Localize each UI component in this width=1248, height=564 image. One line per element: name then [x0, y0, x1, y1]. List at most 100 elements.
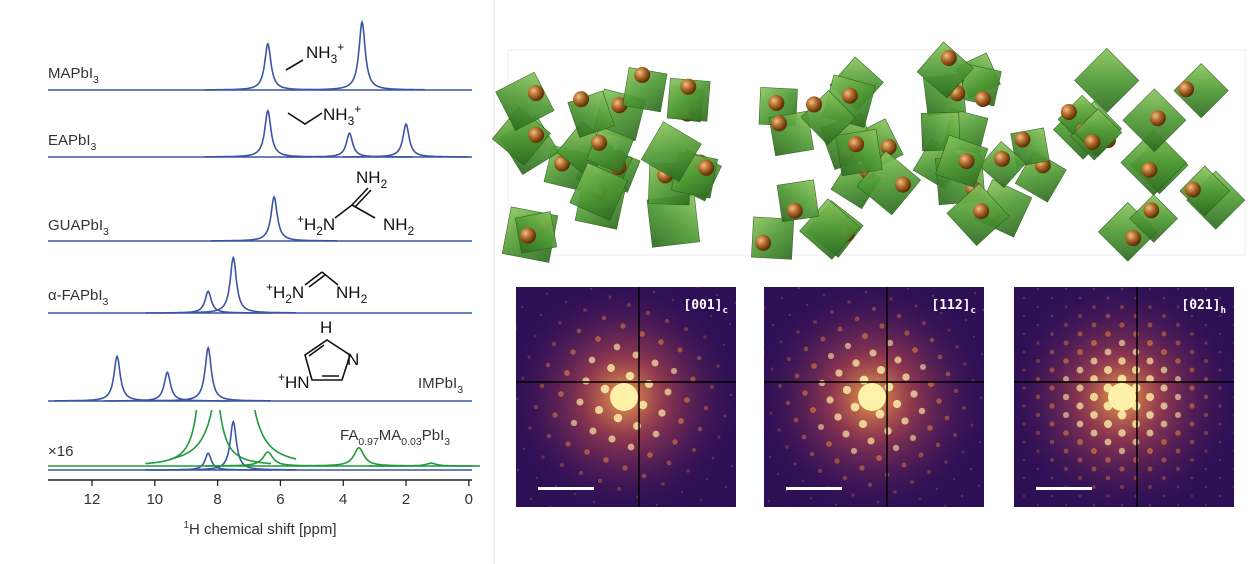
- spot: [571, 280, 573, 282]
- spot: [1036, 341, 1039, 344]
- bond: [352, 205, 375, 218]
- spot: [650, 525, 652, 527]
- spot: [1147, 448, 1153, 454]
- spot: [902, 373, 909, 380]
- spot: [1146, 411, 1154, 419]
- cation: [591, 135, 607, 151]
- spot: [777, 473, 779, 475]
- spot: [902, 508, 904, 510]
- spot: [901, 417, 908, 424]
- spot: [1104, 420, 1112, 428]
- spot: [978, 485, 980, 487]
- spot: [793, 462, 796, 465]
- spot: [1093, 504, 1096, 507]
- spot: [1036, 395, 1040, 399]
- spot: [1118, 411, 1127, 420]
- spot: [1175, 394, 1181, 400]
- cation: [520, 228, 536, 244]
- spot: [1204, 359, 1208, 363]
- spot: [1023, 459, 1025, 461]
- spot: [815, 277, 817, 279]
- spot: [1219, 441, 1222, 444]
- spot: [927, 515, 929, 517]
- series-label: ×16: [48, 443, 73, 460]
- spot: [1037, 324, 1040, 327]
- spot: [777, 428, 780, 431]
- spot: [995, 423, 997, 425]
- spot: [583, 308, 587, 312]
- spot: [810, 407, 816, 413]
- spot: [893, 490, 896, 493]
- spot: [962, 451, 965, 454]
- bond: [322, 272, 338, 285]
- spot: [1022, 368, 1025, 371]
- cation: [680, 79, 696, 95]
- spot: [653, 291, 656, 294]
- spot: [810, 452, 814, 456]
- spot: [990, 326, 992, 328]
- peak: [145, 348, 271, 401]
- spot: [1051, 513, 1053, 515]
- spot: [534, 405, 538, 409]
- spot: [1051, 315, 1054, 318]
- spot: [1119, 448, 1125, 454]
- spot: [582, 377, 589, 384]
- spot: [576, 398, 583, 405]
- peak: [287, 133, 413, 157]
- spot: [1077, 439, 1083, 445]
- spot: [834, 413, 841, 420]
- spot: [1121, 504, 1124, 507]
- spot: [785, 445, 788, 448]
- spot: [1078, 314, 1082, 318]
- spot: [811, 363, 817, 369]
- spot: [608, 435, 615, 442]
- spot: [692, 448, 696, 452]
- spot: [658, 339, 664, 345]
- spot: [769, 456, 771, 458]
- spot: [1120, 485, 1124, 489]
- spot: [862, 333, 868, 339]
- spot: [835, 369, 842, 376]
- spot: [642, 474, 647, 479]
- figure: [001]c[112]c[021]h 1210864201H chemical …: [0, 0, 1248, 564]
- peak: [296, 448, 422, 466]
- spot: [565, 301, 568, 304]
- spot: [893, 400, 901, 408]
- spot: [1120, 305, 1124, 309]
- spot: [614, 414, 623, 423]
- spot: [1077, 349, 1083, 355]
- spot: [1064, 467, 1068, 471]
- spectrum: [48, 348, 472, 401]
- spot: [1063, 430, 1069, 436]
- spot: [1219, 459, 1221, 461]
- spot: [769, 411, 772, 414]
- spot: [851, 493, 854, 496]
- spot: [491, 411, 493, 413]
- spot: [1204, 341, 1207, 344]
- spot: [1147, 340, 1153, 346]
- cation: [1178, 81, 1194, 97]
- spot: [1118, 357, 1126, 365]
- scale-bar: [538, 487, 594, 490]
- spot: [669, 533, 671, 535]
- spot: [1009, 468, 1011, 470]
- spot: [1190, 458, 1194, 462]
- spot: [859, 420, 867, 428]
- cation: [842, 88, 858, 104]
- spot: [1009, 306, 1011, 308]
- spot: [874, 264, 876, 266]
- spot: [523, 448, 525, 450]
- spot: [907, 288, 909, 290]
- cation: [994, 151, 1010, 167]
- spot: [955, 345, 958, 348]
- spot: [549, 506, 551, 508]
- spot: [1233, 306, 1235, 308]
- spot: [521, 376, 524, 379]
- spot: [1205, 288, 1207, 290]
- spot: [987, 458, 989, 460]
- spot: [1175, 430, 1181, 436]
- spot: [1162, 476, 1166, 480]
- spot: [1121, 540, 1123, 542]
- spot: [1022, 422, 1025, 425]
- spot: [603, 457, 609, 463]
